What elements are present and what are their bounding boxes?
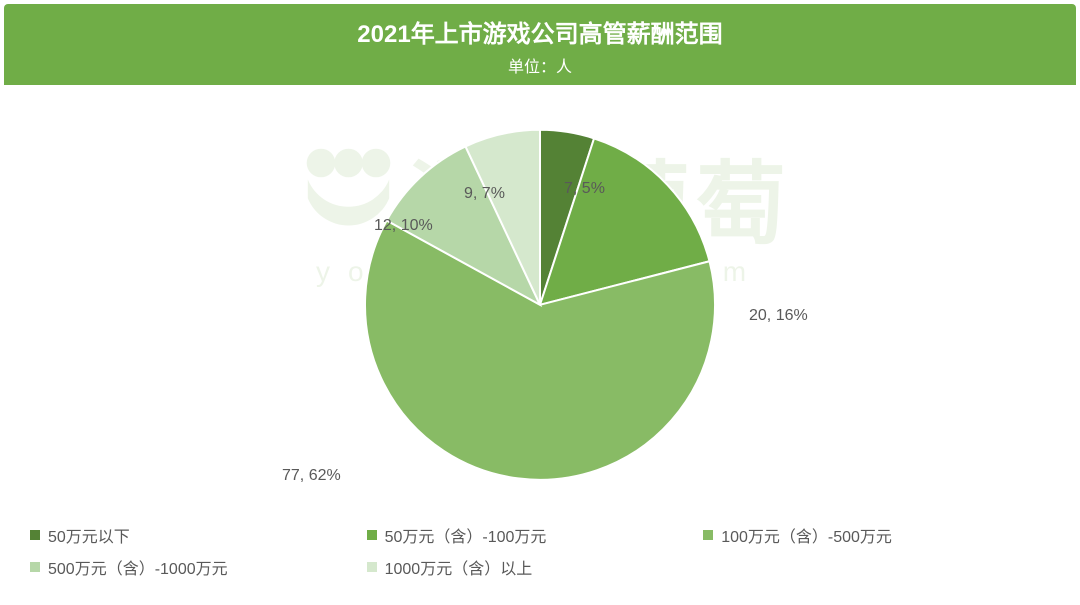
pie-chart (360, 125, 720, 490)
legend-item: 100万元（含）-500万元 (703, 523, 1040, 547)
chart-title: 2021年上市游戏公司高管薪酬范围 (4, 14, 1076, 49)
legend-label: 500万元（含）-1000万元 (48, 555, 228, 579)
chart-container: 2021年上市游戏公司高管薪酬范围 单位：人 游戏葡萄 youxiputao.c… (0, 0, 1080, 605)
legend: 50万元以下 50万元（含）-100万元 100万元（含）-500万元 500万元（含… (30, 523, 1050, 587)
legend-label: 50万元以下 (48, 523, 130, 547)
pie-chart-area: 7, 5% 20, 16% 77, 62% 12, 10% 9, 7% (4, 85, 1076, 515)
legend-swatch (30, 562, 40, 572)
pie-data-label: 7, 5% (564, 180, 605, 198)
legend-label: 50万元（含）-100万元 (385, 523, 547, 547)
legend-label: 100万元（含）-500万元 (721, 523, 892, 547)
legend-item: 50万元（含）-100万元 (367, 523, 704, 547)
pie-data-label: 20, 16% (749, 307, 808, 325)
pie-data-label: 77, 62% (282, 467, 341, 485)
legend-swatch (30, 530, 40, 540)
legend-item: 1000万元（含）以上 (367, 555, 704, 579)
legend-swatch (367, 530, 377, 540)
legend-item: 50万元以下 (30, 523, 367, 547)
pie-data-label: 9, 7% (464, 185, 505, 203)
legend-swatch (367, 562, 377, 572)
chart-subtitle: 单位：人 (4, 53, 1076, 77)
chart-header: 2021年上市游戏公司高管薪酬范围 单位：人 (4, 4, 1076, 85)
legend-label: 1000万元（含）以上 (385, 555, 533, 579)
pie-data-label: 12, 10% (374, 217, 433, 235)
legend-item: 500万元（含）-1000万元 (30, 555, 367, 579)
legend-swatch (703, 530, 713, 540)
